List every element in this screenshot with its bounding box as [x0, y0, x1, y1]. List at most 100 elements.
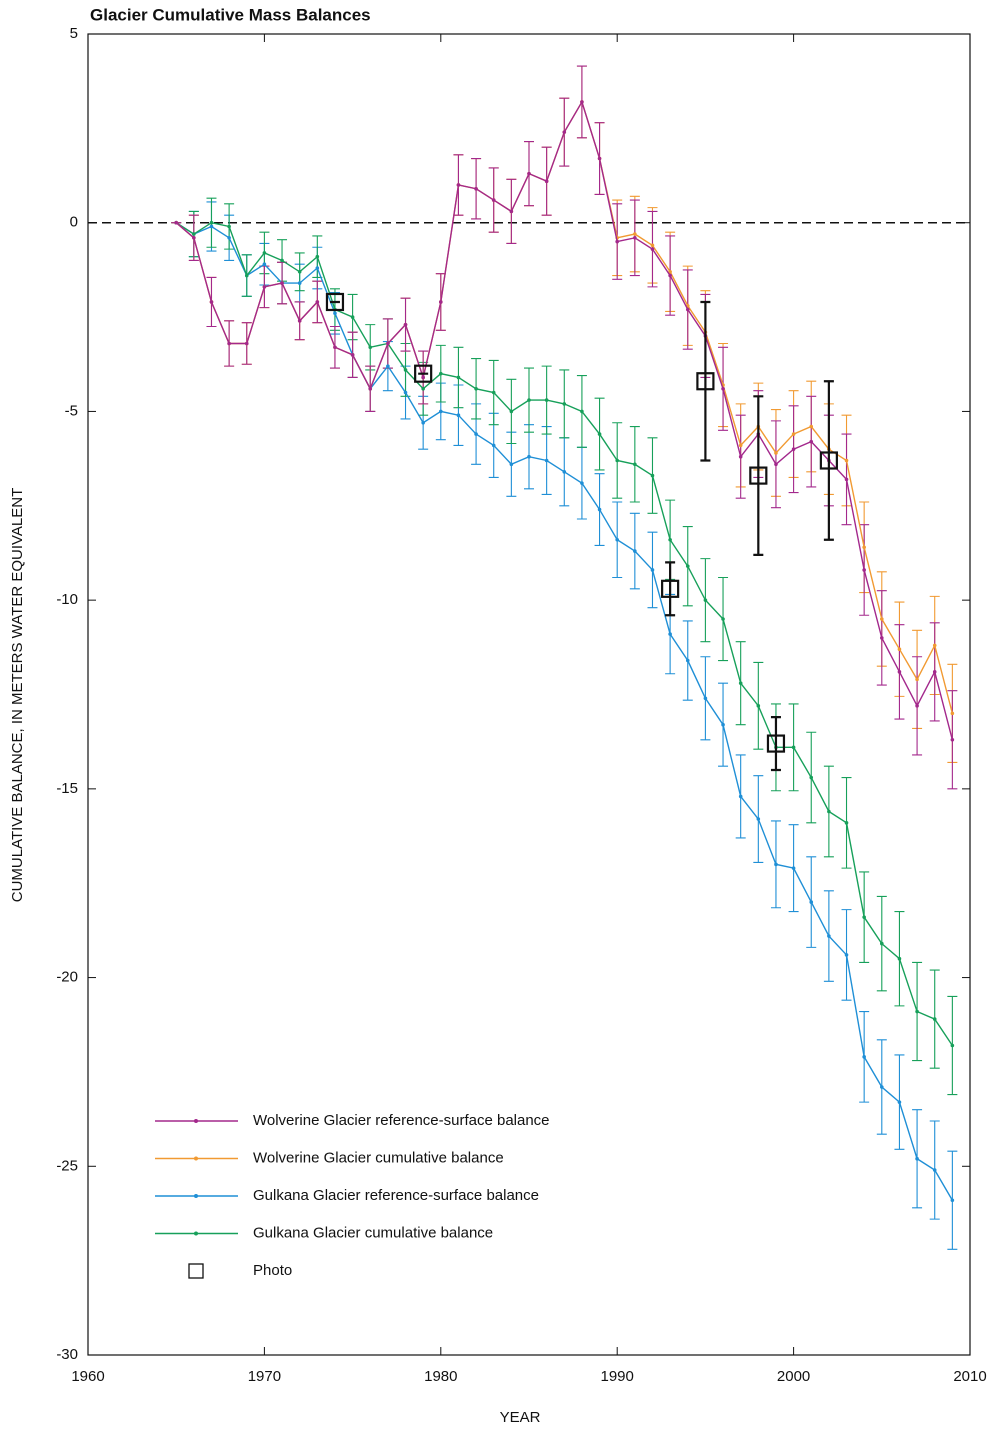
point: [650, 243, 655, 248]
point: [456, 183, 461, 187]
point: [527, 398, 531, 402]
point: [915, 704, 919, 708]
photo-marker: [325, 292, 345, 312]
point: [192, 232, 196, 236]
point: [615, 537, 619, 542]
point: [844, 477, 849, 482]
point: [844, 458, 849, 463]
point: [668, 273, 672, 278]
point: [439, 300, 443, 304]
point: [403, 322, 408, 327]
point: [262, 251, 267, 255]
point: [403, 390, 408, 395]
point: [350, 315, 355, 319]
point: [950, 1043, 955, 1048]
point: [738, 794, 743, 799]
point: [633, 236, 637, 240]
point: [650, 247, 655, 251]
point: [209, 220, 214, 225]
point: [386, 364, 390, 368]
point: [774, 451, 778, 455]
point: [580, 409, 584, 414]
point: [297, 281, 302, 285]
point: [597, 432, 602, 436]
point: [333, 345, 337, 350]
point: [915, 677, 919, 682]
point: [950, 737, 955, 742]
point: [633, 232, 637, 236]
point: [791, 745, 796, 750]
point: [227, 341, 231, 346]
point: [456, 375, 461, 380]
photo-marker: [661, 579, 680, 598]
photo-error-bar: [753, 395, 764, 556]
point: [244, 341, 249, 346]
point: [474, 386, 478, 391]
point: [580, 100, 584, 104]
photo-marker: [414, 364, 433, 383]
point: [862, 568, 866, 572]
point: [668, 632, 672, 636]
x-axis-label: YEAR: [500, 1409, 541, 1426]
x-tick-label: 2000: [777, 1368, 810, 1385]
point: [633, 462, 637, 467]
point: [685, 564, 690, 568]
point: [192, 236, 196, 240]
legend-label: Gulkana Glacier reference-surface balanc…: [253, 1187, 539, 1204]
point: [703, 696, 708, 701]
point: [791, 447, 796, 451]
point: [368, 345, 373, 350]
point: [844, 953, 849, 957]
y-tick-label: -5: [65, 402, 78, 419]
point: [491, 198, 496, 202]
point: [862, 545, 866, 550]
point: [897, 956, 902, 961]
point: [703, 598, 708, 602]
point: [827, 934, 831, 938]
y-tick-label: -25: [56, 1157, 78, 1174]
point: [403, 368, 408, 372]
point: [315, 266, 320, 270]
point: [650, 568, 655, 572]
point: [791, 866, 796, 870]
photo-error-bar: [665, 561, 676, 617]
photo-error-bar: [823, 380, 834, 541]
point: [491, 390, 496, 395]
point: [333, 311, 337, 316]
point: [721, 617, 725, 621]
point: [844, 821, 849, 825]
legend-label: Gulkana Glacier cumulative balance: [253, 1224, 493, 1241]
point: [880, 636, 884, 640]
point: [915, 1009, 919, 1014]
legend-marker: [194, 1156, 198, 1161]
point: [439, 371, 443, 376]
point: [456, 413, 461, 418]
point: [386, 341, 390, 346]
point: [932, 1168, 937, 1172]
x-tick-label: 1970: [248, 1368, 281, 1385]
point: [756, 817, 761, 821]
point: [527, 171, 531, 176]
point: [738, 454, 743, 459]
legend-marker: [194, 1231, 198, 1236]
point: [685, 658, 690, 663]
legend-label: Photo: [253, 1262, 292, 1279]
point: [297, 319, 302, 323]
y-tick-label: 5: [70, 25, 78, 42]
y-axis-label: CUMULATIVE BALANCE, IN METERS WATER EQUI…: [9, 488, 26, 903]
point: [774, 862, 778, 867]
point: [809, 900, 814, 904]
legend-photo-marker: [188, 1263, 204, 1279]
point: [527, 454, 531, 459]
photo-marker: [696, 372, 715, 391]
legend-marker: [194, 1194, 198, 1198]
point: [280, 258, 284, 263]
point: [932, 670, 937, 674]
point: [544, 398, 549, 402]
point: [685, 307, 690, 312]
point: [827, 809, 831, 814]
point: [738, 443, 743, 448]
point: [421, 375, 425, 380]
point: [509, 409, 514, 414]
